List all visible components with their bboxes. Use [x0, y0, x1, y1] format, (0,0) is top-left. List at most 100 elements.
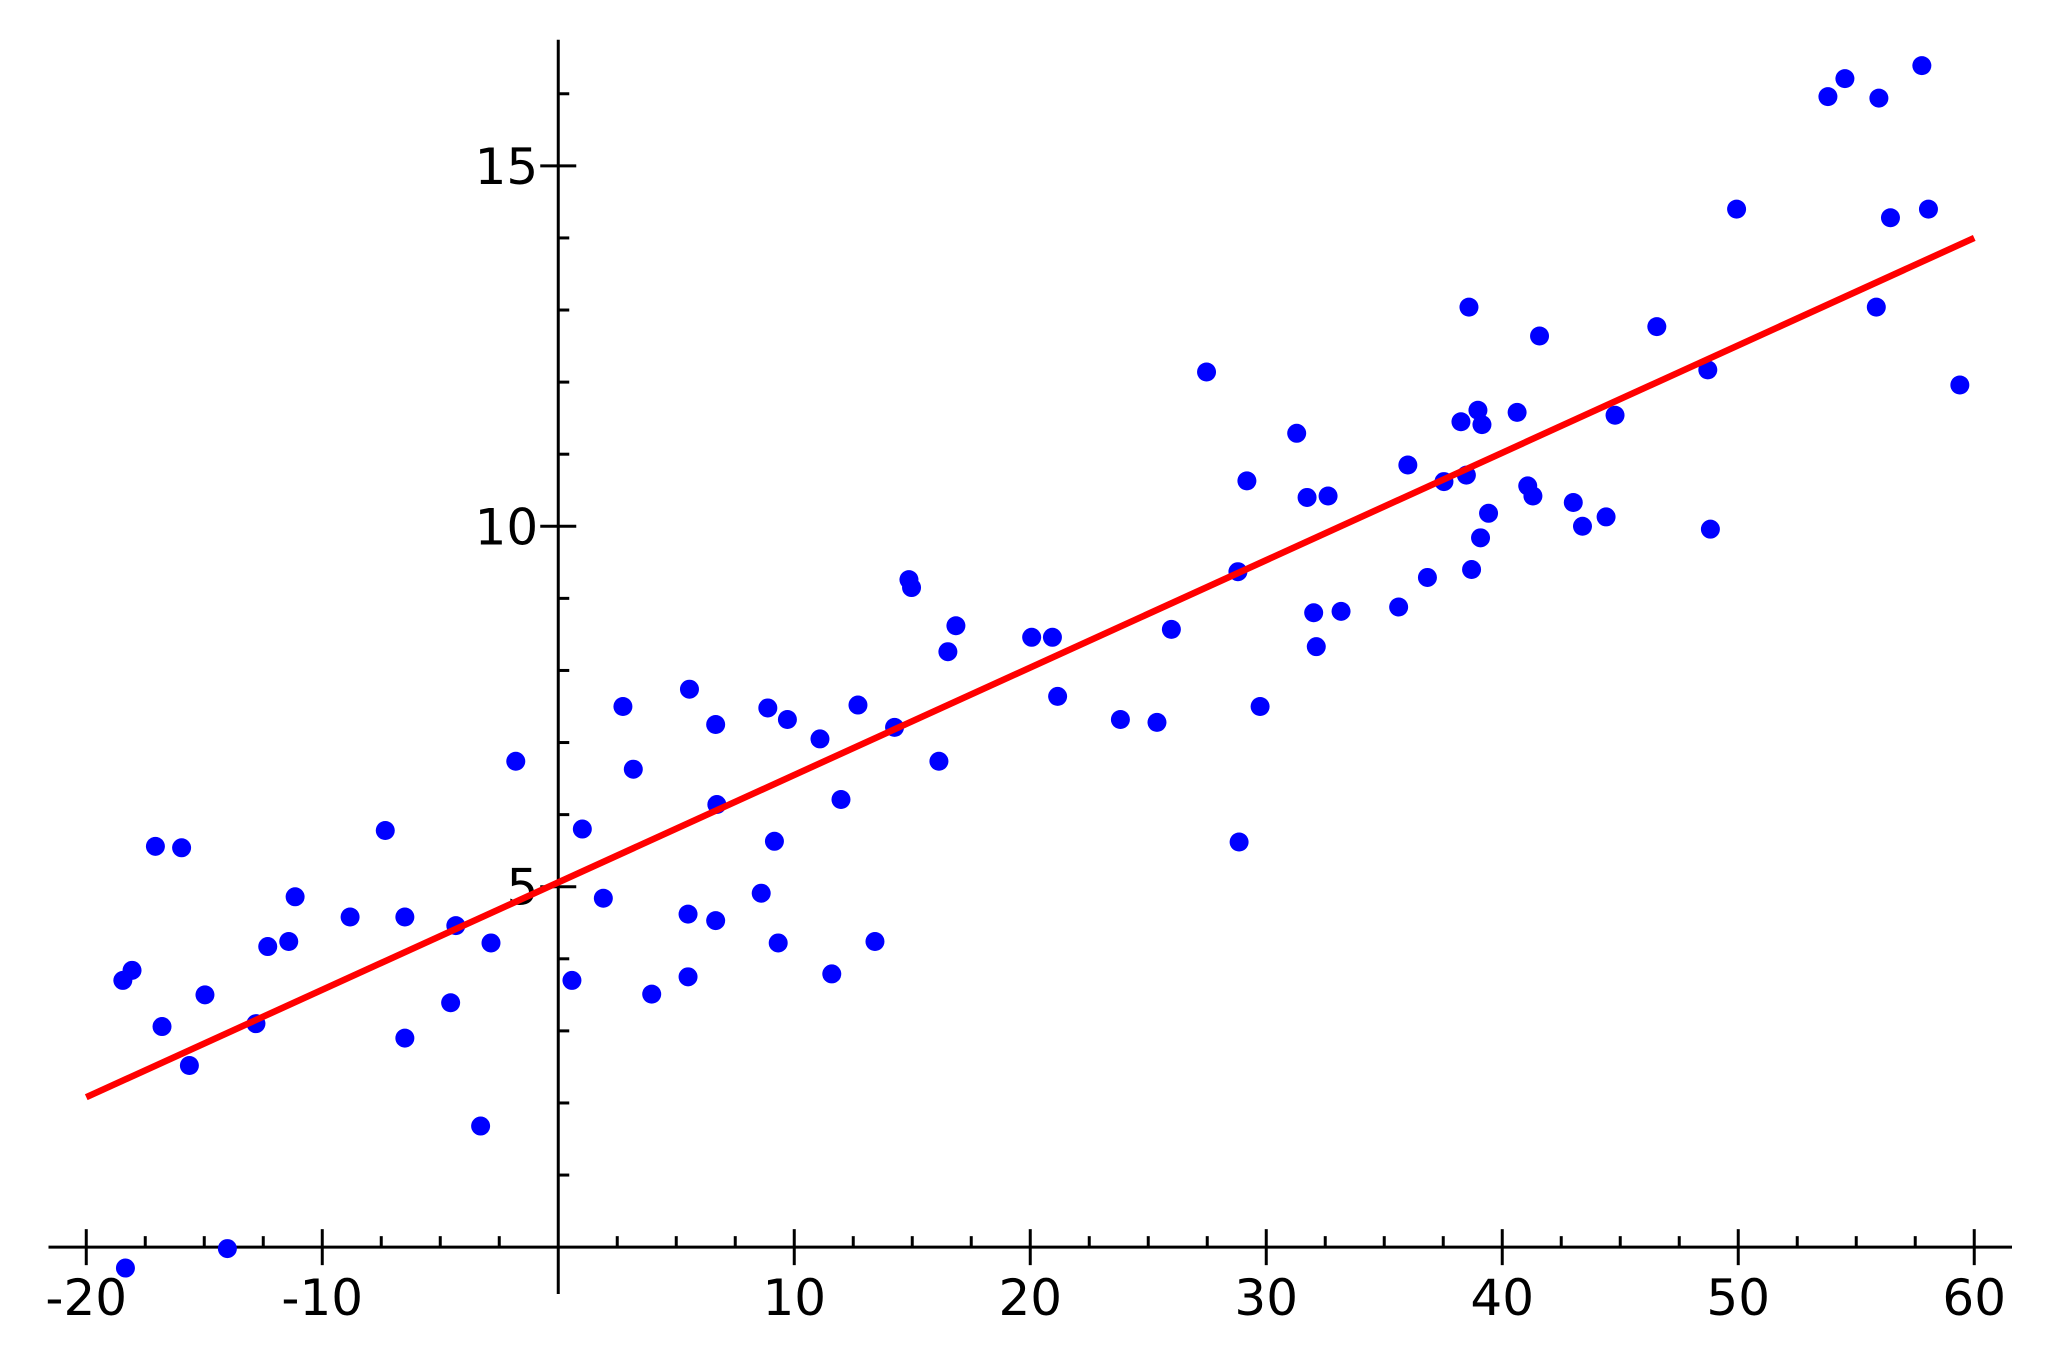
data-point — [1389, 597, 1409, 617]
data-point — [1471, 528, 1491, 548]
data-point — [678, 904, 698, 924]
data-point — [258, 937, 278, 957]
data-point — [1147, 712, 1167, 732]
x-tick-label: -10 — [281, 1269, 363, 1327]
x-tick-label: 40 — [1470, 1269, 1534, 1327]
data-point — [506, 751, 526, 771]
data-point — [679, 679, 699, 699]
data-point — [1287, 423, 1307, 443]
data-point — [115, 1258, 135, 1278]
data-point — [375, 820, 395, 840]
data-point — [179, 1055, 199, 1075]
x-tick-label: -20 — [45, 1269, 127, 1327]
data-point — [195, 985, 215, 1005]
data-point — [938, 642, 958, 662]
data-point — [946, 616, 966, 636]
data-point — [1912, 56, 1932, 76]
data-point — [1605, 405, 1625, 425]
data-point — [768, 933, 788, 953]
data-point — [1237, 471, 1257, 491]
data-point — [395, 907, 415, 927]
data-point — [1572, 516, 1592, 536]
data-point — [1880, 208, 1900, 228]
data-point — [1331, 601, 1351, 621]
data-point — [1835, 69, 1855, 89]
data-point — [1250, 696, 1270, 716]
data-point — [1161, 619, 1181, 639]
data-point — [1462, 560, 1482, 580]
data-point — [1523, 486, 1543, 506]
data-point — [848, 695, 868, 715]
data-point — [1468, 400, 1488, 420]
data-point — [706, 715, 726, 735]
x-tick-label: 50 — [1706, 1269, 1770, 1327]
data-point — [1479, 503, 1499, 523]
data-point — [1297, 487, 1317, 507]
x-tick-label: 60 — [1942, 1269, 2006, 1327]
data-point — [145, 836, 165, 856]
data-point — [1048, 686, 1068, 706]
data-point — [481, 933, 501, 953]
data-point — [1417, 567, 1437, 587]
data-point — [152, 1017, 172, 1037]
data-point — [678, 967, 698, 987]
x-tick-label: 20 — [998, 1269, 1062, 1327]
data-point — [642, 984, 662, 1004]
data-point — [1596, 507, 1616, 527]
data-point — [1866, 297, 1886, 317]
data-point — [831, 789, 851, 809]
data-point — [1451, 412, 1471, 432]
data-point — [623, 759, 643, 779]
x-tick-label: 30 — [1234, 1269, 1298, 1327]
regression-line — [84, 234, 1976, 1101]
data-point — [1304, 603, 1324, 623]
data-point — [1042, 627, 1062, 647]
data-point — [593, 888, 613, 908]
data-point — [562, 970, 582, 990]
data-point — [1306, 637, 1326, 657]
data-point — [1530, 326, 1550, 346]
data-point — [122, 960, 142, 980]
data-point — [758, 698, 778, 718]
data-point — [1818, 87, 1838, 107]
data-point — [1918, 199, 1938, 219]
data-point — [1110, 709, 1130, 729]
data-point — [1022, 627, 1042, 647]
x-tick-label: 10 — [762, 1269, 826, 1327]
data-point — [902, 578, 922, 598]
data-point — [1727, 199, 1747, 219]
y-tick-label: 15 — [475, 138, 539, 196]
data-point — [777, 709, 797, 729]
data-point — [810, 729, 830, 749]
data-point — [285, 887, 305, 907]
data-point — [172, 838, 192, 858]
data-point — [764, 831, 784, 851]
data-point — [1318, 486, 1338, 506]
data-point — [929, 751, 949, 771]
data-point — [1197, 362, 1217, 382]
data-point — [471, 1116, 491, 1136]
data-point — [1472, 415, 1492, 435]
data-point — [217, 1239, 237, 1259]
data-point — [395, 1028, 415, 1048]
data-point — [1459, 297, 1479, 317]
data-point — [279, 931, 299, 951]
data-point — [1229, 832, 1249, 852]
data-point — [1647, 317, 1667, 337]
data-point — [1698, 360, 1718, 380]
data-point — [441, 993, 461, 1013]
data-point — [1563, 492, 1583, 512]
y-tick-label: 10 — [475, 498, 539, 556]
data-point — [751, 883, 771, 903]
data-point — [1950, 375, 1970, 395]
data-point — [706, 911, 726, 931]
data-point — [1700, 519, 1720, 539]
data-point — [822, 964, 842, 984]
data-point — [1398, 455, 1418, 475]
data-point — [865, 931, 885, 951]
data-point — [613, 696, 633, 716]
data-point — [572, 819, 592, 839]
data-point — [1869, 88, 1889, 108]
data-point — [340, 907, 360, 927]
